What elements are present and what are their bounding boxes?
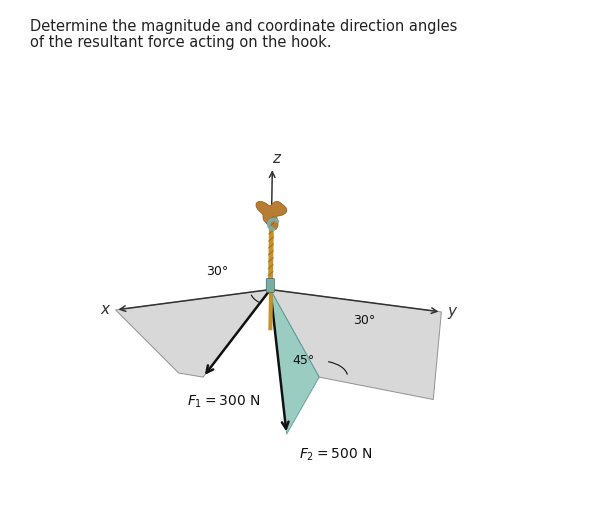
Polygon shape xyxy=(115,289,270,377)
FancyBboxPatch shape xyxy=(266,279,274,293)
Polygon shape xyxy=(256,202,287,230)
Text: 30°: 30° xyxy=(353,314,375,326)
Text: of the resultant force acting on the hook.: of the resultant force acting on the hoo… xyxy=(30,35,331,50)
Text: $F_1 = 300$ N: $F_1 = 300$ N xyxy=(187,394,260,410)
Text: 45°: 45° xyxy=(293,354,315,367)
Text: Determine the magnitude and coordinate direction angles: Determine the magnitude and coordinate d… xyxy=(30,19,457,33)
Text: x: x xyxy=(101,302,110,316)
Text: 30°: 30° xyxy=(206,264,228,278)
Polygon shape xyxy=(270,289,441,399)
Polygon shape xyxy=(270,289,319,434)
Text: y: y xyxy=(447,304,456,318)
Text: z: z xyxy=(273,151,280,166)
Polygon shape xyxy=(268,289,273,330)
Polygon shape xyxy=(268,220,274,289)
Text: $F_2 = 500$ N: $F_2 = 500$ N xyxy=(299,446,372,463)
